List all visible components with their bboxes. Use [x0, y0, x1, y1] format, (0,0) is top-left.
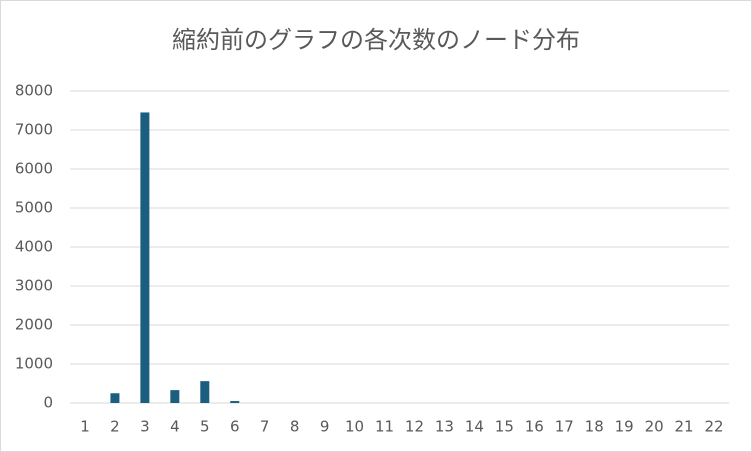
y-tick-label: 3000 — [15, 277, 53, 295]
bar — [140, 112, 150, 403]
x-tick-label: 3 — [140, 418, 150, 436]
x-tick-label: 4 — [170, 418, 180, 436]
bar — [110, 393, 120, 403]
x-tick-label: 1 — [80, 418, 90, 436]
bar — [200, 381, 210, 403]
x-tick-label: 14 — [465, 418, 484, 436]
x-tick-label: 12 — [405, 418, 424, 436]
bar — [230, 401, 240, 403]
x-tick-label: 8 — [290, 418, 300, 436]
x-tick-label: 13 — [435, 418, 454, 436]
x-tick-label: 18 — [585, 418, 604, 436]
x-tick-label: 5 — [200, 418, 210, 436]
x-tick-label: 20 — [645, 418, 664, 436]
chart-title: 縮約前のグラフの各次数のノード分布 — [172, 26, 580, 54]
x-tick-label: 2 — [110, 418, 120, 436]
y-tick-label: 5000 — [15, 199, 53, 217]
x-tick-label: 22 — [704, 418, 723, 436]
x-tick-label: 7 — [260, 418, 270, 436]
y-tick-label: 6000 — [15, 160, 53, 178]
x-tick-label: 9 — [320, 418, 330, 436]
y-tick-label: 8000 — [15, 82, 53, 100]
y-tick-label: 7000 — [15, 121, 53, 139]
y-tick-label: 2000 — [15, 316, 53, 334]
bar — [170, 390, 180, 403]
x-tick-label: 19 — [615, 418, 634, 436]
y-tick-label: 1000 — [15, 355, 53, 373]
x-tick-label: 16 — [525, 418, 544, 436]
x-tick-label: 11 — [375, 418, 394, 436]
x-tick-label: 17 — [555, 418, 574, 436]
x-tick-label: 6 — [230, 418, 240, 436]
x-tick-label: 10 — [345, 418, 364, 436]
x-tick-label: 15 — [495, 418, 514, 436]
y-tick-label: 0 — [43, 394, 53, 412]
y-tick-label: 4000 — [15, 238, 53, 256]
x-tick-label: 21 — [675, 418, 694, 436]
